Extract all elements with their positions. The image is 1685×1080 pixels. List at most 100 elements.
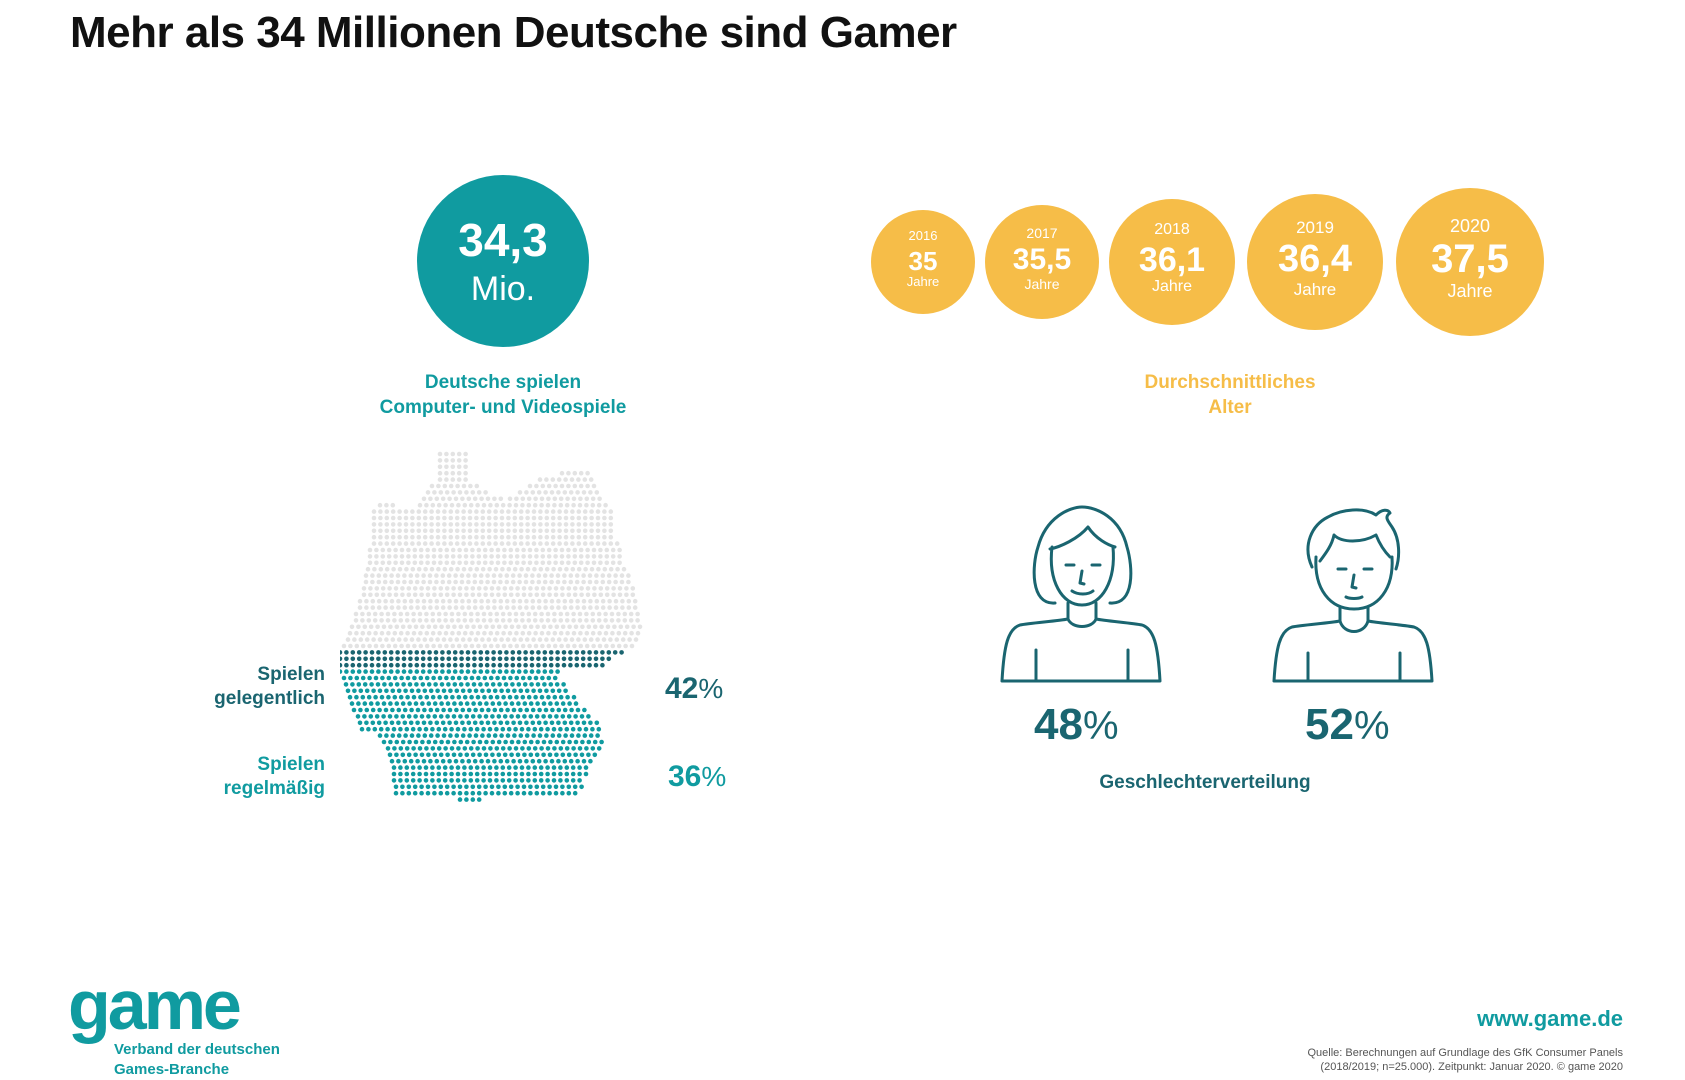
map-dot xyxy=(485,605,491,610)
map-dot xyxy=(459,662,464,668)
map-dot xyxy=(563,541,569,546)
female-value: 48 xyxy=(1034,700,1083,749)
map-dot xyxy=(608,515,614,521)
map-dot xyxy=(493,534,498,540)
map-dot xyxy=(458,682,464,687)
map-dot xyxy=(488,611,493,617)
map-dot xyxy=(463,547,469,553)
map-dot xyxy=(418,547,424,553)
map-dot xyxy=(521,790,527,796)
map-dot xyxy=(395,650,400,655)
map-dot xyxy=(341,675,347,681)
map-dot xyxy=(527,675,532,681)
map-dot xyxy=(430,618,436,623)
map-dot xyxy=(520,675,526,681)
map-dot xyxy=(424,746,429,751)
map-dot xyxy=(388,669,394,674)
map-dot xyxy=(461,541,466,546)
map-dot xyxy=(400,790,405,796)
map-dot xyxy=(340,669,343,674)
map-dot xyxy=(407,701,412,706)
map-dot xyxy=(380,554,386,559)
map-dot xyxy=(554,701,560,706)
map-dot xyxy=(496,790,501,796)
map-dot xyxy=(422,509,428,514)
map-dot xyxy=(578,496,583,502)
map-dot xyxy=(490,701,496,706)
map-dot xyxy=(506,765,512,770)
map-dot xyxy=(428,688,434,694)
map-dot xyxy=(604,643,609,649)
map-dot xyxy=(571,630,577,636)
map-dot xyxy=(432,624,438,630)
map-dot xyxy=(389,720,395,726)
map-dot xyxy=(553,790,559,796)
map-dot xyxy=(567,624,572,630)
map-dot xyxy=(340,656,343,662)
map-dot xyxy=(566,560,571,566)
map-dot xyxy=(604,554,610,559)
map-dot xyxy=(512,637,517,642)
map-dot xyxy=(471,682,477,687)
map-dot xyxy=(470,586,476,591)
map-dot xyxy=(350,656,356,662)
map-dot xyxy=(572,790,578,796)
map-dot xyxy=(408,758,414,764)
map-dot xyxy=(548,662,554,668)
map-dot xyxy=(573,752,578,758)
map-dot xyxy=(522,682,528,687)
map-dot xyxy=(442,541,447,546)
map-dot xyxy=(564,746,570,751)
map-dot xyxy=(524,720,529,726)
map-dot xyxy=(576,541,582,546)
map-dot xyxy=(384,502,389,508)
map-dot xyxy=(503,624,508,630)
map-dot xyxy=(481,765,486,770)
map-dot xyxy=(628,618,634,623)
map-dot xyxy=(570,765,576,770)
map-dot xyxy=(389,758,395,764)
map-dot xyxy=(498,496,504,502)
female-person-icon xyxy=(1000,505,1162,683)
map-dot xyxy=(479,720,484,726)
map-dot xyxy=(440,662,445,668)
map-dot xyxy=(415,720,420,726)
map-dot xyxy=(556,598,561,604)
gender-caption: Geschlechterverteilung xyxy=(1099,772,1311,793)
map-dot xyxy=(476,554,482,559)
map-dot xyxy=(529,662,535,668)
map-dot xyxy=(593,650,599,655)
map-dot xyxy=(517,598,523,604)
map-dot xyxy=(353,611,359,617)
map-dot xyxy=(552,643,558,649)
map-dot xyxy=(532,778,538,783)
map-dot xyxy=(571,618,576,623)
map-dot xyxy=(399,560,405,566)
map-dot xyxy=(393,592,399,598)
map-dot xyxy=(454,733,460,738)
map-dot xyxy=(610,630,615,636)
map-dot xyxy=(464,624,470,630)
map-dot xyxy=(449,726,454,732)
age-circle-2019: 2019 36,4 Jahre xyxy=(1247,194,1383,330)
map-dot xyxy=(450,547,456,553)
map-dot xyxy=(602,528,607,534)
website-link[interactable]: www.game.de xyxy=(1477,1006,1623,1031)
map-dot xyxy=(562,707,568,713)
map-dot xyxy=(635,611,640,617)
map-dot xyxy=(450,643,456,649)
map-dot xyxy=(526,746,532,751)
map-dot xyxy=(565,630,570,636)
map-dot xyxy=(551,726,557,732)
map-dot xyxy=(464,490,469,495)
map-dot xyxy=(430,765,435,770)
map-dot xyxy=(401,650,407,655)
map-dot xyxy=(544,522,550,527)
map-dot xyxy=(568,579,574,585)
map-dot xyxy=(487,771,493,777)
map-dot xyxy=(371,688,376,694)
map-dot xyxy=(543,598,548,604)
map-dot xyxy=(541,752,546,758)
map-dot xyxy=(413,714,418,719)
map-dot xyxy=(405,643,411,649)
